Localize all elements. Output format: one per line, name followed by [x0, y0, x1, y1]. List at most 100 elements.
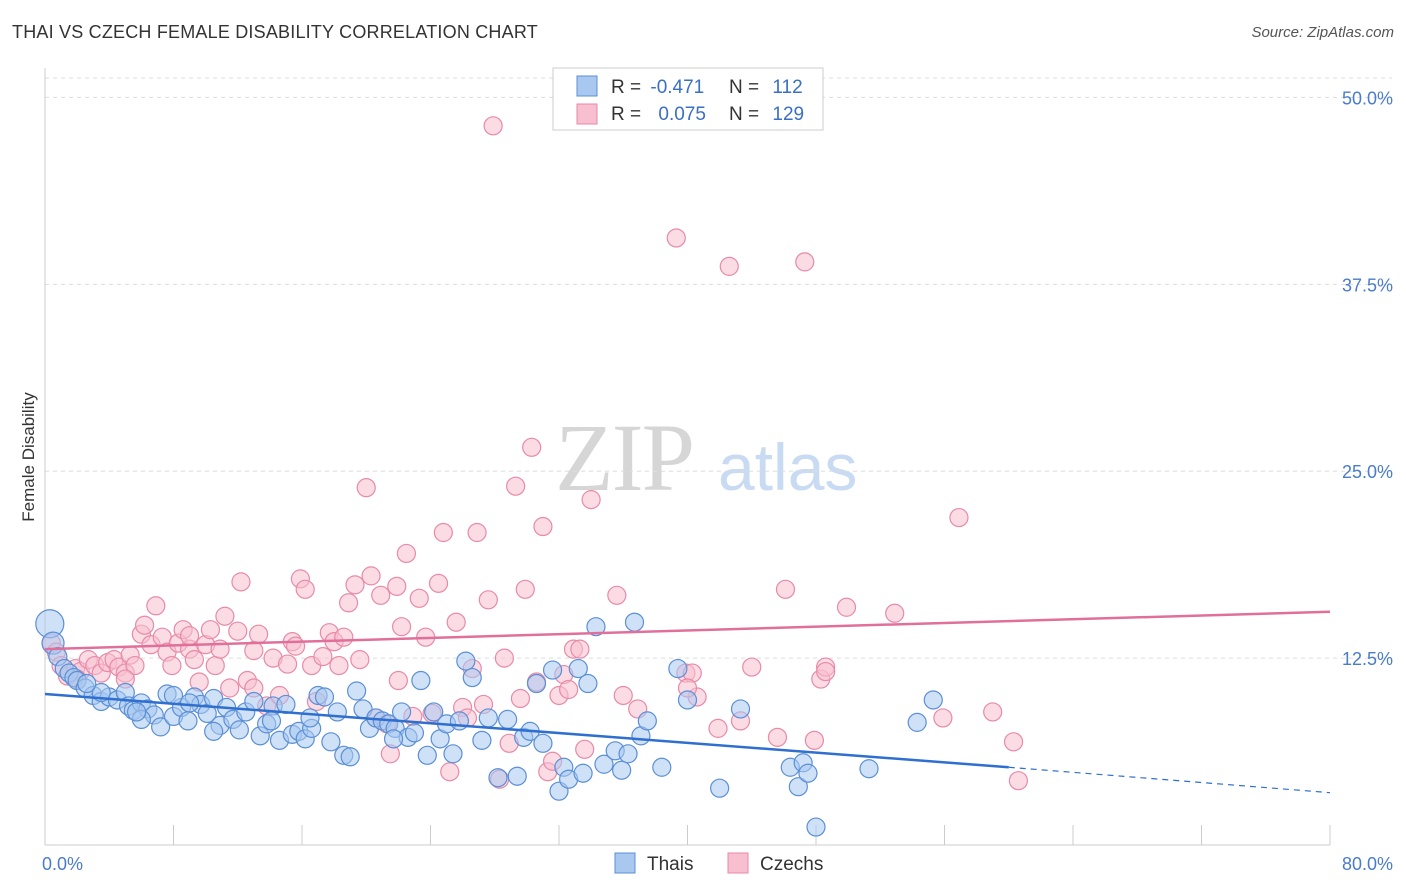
thai-point-86: [618, 744, 638, 764]
thai-n-label: N =: [729, 77, 764, 98]
thai-point-67: [472, 730, 492, 750]
czech-point-64: [396, 543, 417, 564]
czech-point-28: [200, 620, 221, 640]
thai-point-85: [612, 760, 632, 780]
thais-legend-swatch: [614, 852, 636, 874]
svg-text:R = -0.471: R = -0.471: [611, 77, 704, 98]
czechs-legend-swatch: [727, 852, 749, 874]
czech-point-72: [446, 612, 466, 632]
thai-point-99: [806, 817, 826, 837]
czech-point-99: [613, 685, 633, 706]
czech-point-109: [767, 727, 788, 747]
y-tick-label-2: 37.5%: [1342, 275, 1393, 295]
czech-point-122: [816, 661, 836, 682]
thai-point-107: [77, 673, 97, 694]
czech-point-110: [775, 579, 796, 599]
czech-point-18: [146, 596, 166, 616]
czech-point-101: [666, 228, 686, 248]
thai-point-90: [652, 757, 672, 777]
thai-point-47: [340, 747, 360, 767]
thai-point-69: [488, 768, 508, 788]
czech-point-16: [134, 615, 155, 635]
thais-legend-label: Thais: [647, 854, 693, 875]
czech-point-43: [285, 636, 306, 656]
axes: [44, 68, 1331, 846]
thai-point-110: [126, 702, 147, 722]
thai-r-label: R =: [611, 77, 646, 98]
svg-text:N = 112: N = 112: [729, 77, 803, 98]
thai-point-96: [788, 777, 808, 797]
thai-n-value: 112: [772, 77, 802, 98]
thai-point-58: [411, 670, 431, 691]
thai-point-30: [229, 720, 249, 740]
thai-point-81: [578, 673, 598, 694]
czech-point-79: [483, 116, 503, 136]
thai-point-80: [573, 763, 593, 783]
thai-point-101: [907, 712, 927, 732]
watermark-zip: ZIP: [555, 404, 693, 511]
correlation-legend: R = -0.471 N = 112 R = 0.075 N = 129: [552, 67, 824, 131]
czech-point-48: [313, 647, 333, 667]
thai-point-18: [151, 717, 171, 737]
thai-point-108: [261, 711, 282, 731]
czech-legend-swatch: [576, 103, 598, 125]
thai-point-68: [478, 708, 498, 728]
czech-point-81: [494, 648, 514, 668]
czech-point-97: [581, 490, 601, 510]
czech-point-52: [334, 627, 354, 647]
grid-lines: [45, 77, 1392, 659]
svg-text:R = 0.075: R = 0.075: [611, 104, 706, 125]
czech-point-127: [179, 626, 200, 646]
czech-point-119: [983, 702, 1003, 722]
thai-point-44: [321, 732, 341, 752]
thai-point-43: [314, 687, 335, 707]
czech-point-128: [244, 641, 264, 661]
czech-point-112: [804, 730, 824, 750]
thai-point-109: [179, 693, 200, 713]
thai-point-66: [462, 667, 482, 688]
thai-point-63: [443, 744, 463, 764]
czech-point-86: [522, 437, 542, 457]
y-tick-label-3: 50.0%: [1342, 88, 1393, 108]
czech-point-70: [433, 522, 453, 543]
czech-point-78: [478, 590, 498, 610]
czech-point-84: [510, 688, 531, 709]
y-axis-label: Female Disability: [19, 392, 38, 522]
czech-point-120: [1003, 732, 1024, 752]
watermark-atlas: atlas: [718, 430, 857, 504]
czech-point-69: [428, 573, 449, 593]
czech-point-111: [795, 252, 815, 272]
czech-point-14: [125, 655, 145, 676]
czech-point-53: [338, 593, 359, 613]
czech-point-29: [205, 655, 225, 676]
thai-trend-extension: [1008, 766, 1331, 794]
trend-lines: [44, 610, 1331, 794]
czech-n-value: 129: [772, 104, 804, 125]
thai-point-74: [526, 673, 547, 694]
svg-text:N = 129: N = 129: [729, 104, 804, 125]
czech-point-115: [836, 597, 857, 617]
thai-point-89: [637, 711, 657, 731]
thai-point-60: [424, 702, 444, 722]
thai-legend-swatch: [576, 75, 598, 97]
thai-point-94: [730, 699, 751, 719]
czech-point-25: [184, 650, 204, 670]
thai-point-111: [300, 708, 320, 728]
thai-point-112: [383, 729, 404, 749]
thai-point-32: [244, 691, 264, 712]
czech-point-108: [742, 657, 762, 677]
czech-r-value: 0.075: [658, 104, 706, 125]
thai-point-82: [586, 617, 606, 637]
czech-point-71: [440, 762, 460, 782]
thai-point-59: [417, 745, 437, 765]
czech-point-85: [515, 579, 535, 599]
czech-point-88: [533, 516, 553, 537]
czech-point-57: [361, 566, 381, 586]
czech-point-41: [277, 654, 298, 674]
thai-point-22: [178, 711, 198, 731]
thai-point-104: [163, 685, 184, 706]
czech-point-105: [708, 718, 728, 738]
thai-point-55: [391, 702, 412, 722]
x-tick-label-max: 80.0%: [1342, 854, 1393, 874]
